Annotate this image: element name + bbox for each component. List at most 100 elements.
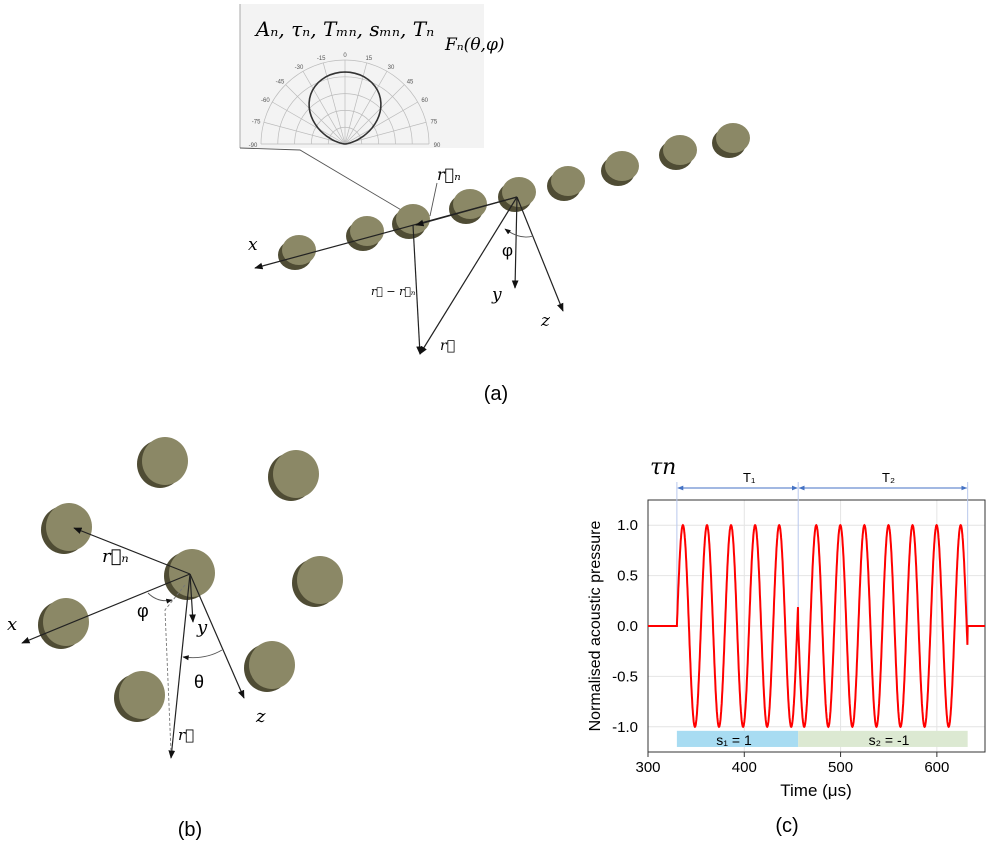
- inset-leader-line: [239, 147, 409, 215]
- phi-arc: [147, 592, 173, 604]
- y-label: y: [196, 617, 208, 638]
- y-label: y: [491, 285, 502, 305]
- waveform-chart: 300 400 500 600 1.0 0.5 0.0 -0.5 -1.0: [612, 482, 986, 776]
- polar-tick-label: 75: [431, 120, 438, 126]
- theta-label: θ: [194, 672, 204, 692]
- polar-tick-label: 45: [407, 79, 414, 85]
- phi-label: φ: [137, 601, 149, 621]
- s2-label: s₂ = -1: [869, 732, 910, 748]
- phi-arc: [504, 228, 534, 238]
- rn-vector: [73, 527, 191, 575]
- r-label: r⃗: [440, 338, 455, 354]
- transducer-disc: [659, 135, 697, 170]
- linear-array: [278, 123, 750, 270]
- T2-label: T₂: [882, 470, 895, 485]
- rn-vector: [415, 196, 518, 227]
- transducer-disc: [244, 641, 295, 692]
- polar-grid-spoke: [344, 84, 405, 145]
- polar-tick-label: 0: [343, 53, 347, 59]
- y-tick-label: -1.0: [612, 719, 638, 736]
- transducer-disc: [278, 235, 316, 270]
- transducer-disc: [137, 437, 188, 488]
- caption-b: (b): [178, 819, 202, 841]
- x-axis-arrow: [21, 573, 191, 644]
- transducer-disc: [41, 503, 92, 554]
- polar-grid-spoke: [344, 71, 388, 145]
- r-projection-dashed: [164, 584, 186, 753]
- y-axis-title: Normalised acoustic pressure: [587, 521, 604, 732]
- polar-grid-spoke: [344, 121, 427, 145]
- polar-tick-label: -15: [317, 56, 326, 62]
- polar-tick-label: -90: [249, 143, 258, 149]
- s1-label: s₁ = 1: [716, 732, 752, 748]
- z-label: z: [255, 706, 266, 727]
- x-tick-label: 400: [732, 759, 757, 776]
- polar-tick-label: -45: [276, 79, 285, 85]
- x-label: x: [248, 235, 258, 255]
- y-tick-label: 1.0: [617, 517, 638, 534]
- y-tick-label: -0.5: [612, 668, 638, 685]
- y-tick-label: 0.0: [617, 618, 638, 635]
- polar-tick-label: 90: [434, 143, 441, 149]
- tau-label: τn: [650, 455, 676, 480]
- polar-tick-label: 60: [421, 98, 428, 104]
- polar-tick-label: 30: [388, 65, 395, 71]
- inset-parameters-title: Aₙ, τₙ, Tₘₙ, sₘₙ, Tₙ: [254, 17, 434, 41]
- y-tick-label: 0.5: [617, 568, 638, 585]
- z-axis-arrow: [516, 196, 564, 312]
- panel-b: r⃗ₙ x φ y θ z r⃗ (b): [7, 437, 343, 841]
- polar-grid-spoke: [272, 101, 346, 145]
- rn-label: r⃗ₙ: [437, 165, 461, 184]
- y-axis-arrow: [189, 573, 196, 623]
- transducer-disc: [268, 450, 319, 501]
- z-label: z: [540, 311, 551, 331]
- x-axis-title: Time (μs): [780, 781, 852, 800]
- caption-a: (a): [484, 383, 508, 405]
- caption-c: (c): [775, 815, 798, 837]
- r-vector: [419, 196, 518, 355]
- circular-array: [38, 437, 343, 722]
- transducer-disc: [38, 598, 89, 649]
- x-tick-label: 300: [635, 759, 660, 776]
- polar-grid-spoke: [344, 101, 418, 145]
- polar-tick-label: -60: [261, 98, 270, 104]
- panel-c: 300 400 500 600 1.0 0.5 0.0 -0.5 -1.0 τn T₁ T₂ s…: [587, 455, 986, 837]
- s1-band: [676, 730, 799, 747]
- s2-band: [798, 730, 968, 747]
- transducer-disc: [392, 204, 430, 239]
- beam-pattern-label: Fₙ(θ,φ): [444, 35, 505, 55]
- polar-grid-spoke: [302, 71, 346, 145]
- beam-pattern-lobe: [308, 71, 382, 145]
- phi-label: φ: [502, 241, 513, 260]
- polar-tick-label: 15: [365, 56, 372, 62]
- transducer-disc: [601, 151, 639, 186]
- rn-label: r⃗ₙ: [102, 546, 129, 567]
- transducer-disc: [292, 556, 343, 607]
- r-minus-rn-label: r⃗ − r⃗ₙ: [371, 285, 415, 298]
- polar-grid-spoke: [263, 121, 346, 145]
- x-tick-label: 500: [828, 759, 853, 776]
- signal-line: [648, 523, 985, 729]
- rn-pointer: [429, 182, 438, 217]
- theta-arc: [182, 649, 223, 661]
- z-axis-arrow: [189, 573, 245, 699]
- transducer-disc: [712, 123, 750, 158]
- panel-a: Aₙ, τₙ, Tₘₙ, sₘₙ, Tₙ Fₙ(θ,φ) -90 -75 -60 -4…: [239, 4, 750, 405]
- r-minus-rn-vector: [412, 224, 423, 355]
- r-vector: [168, 573, 191, 759]
- polar-plot: -90 -75 -60 -45 -30 -15 0 15 30 45 60 75 90: [249, 53, 441, 149]
- transducer-disc: [114, 671, 165, 722]
- inset-beam-pattern: Aₙ, τₙ, Tₘₙ, sₘₙ, Tₙ Fₙ(θ,φ) -90 -75 -60 -4…: [239, 4, 505, 215]
- y-axis-arrow: [511, 196, 519, 289]
- T1-label: T₁: [743, 470, 756, 485]
- polar-grid-spoke: [285, 84, 346, 145]
- r-label: r⃗: [178, 726, 194, 744]
- x-label: x: [7, 614, 17, 635]
- transducer-disc: [547, 166, 585, 201]
- polar-tick-label: -30: [295, 65, 304, 71]
- transducer-disc: [346, 216, 384, 251]
- transducer-disc: [449, 189, 487, 224]
- polar-tick-label: -75: [252, 120, 261, 126]
- x-tick-label: 600: [924, 759, 949, 776]
